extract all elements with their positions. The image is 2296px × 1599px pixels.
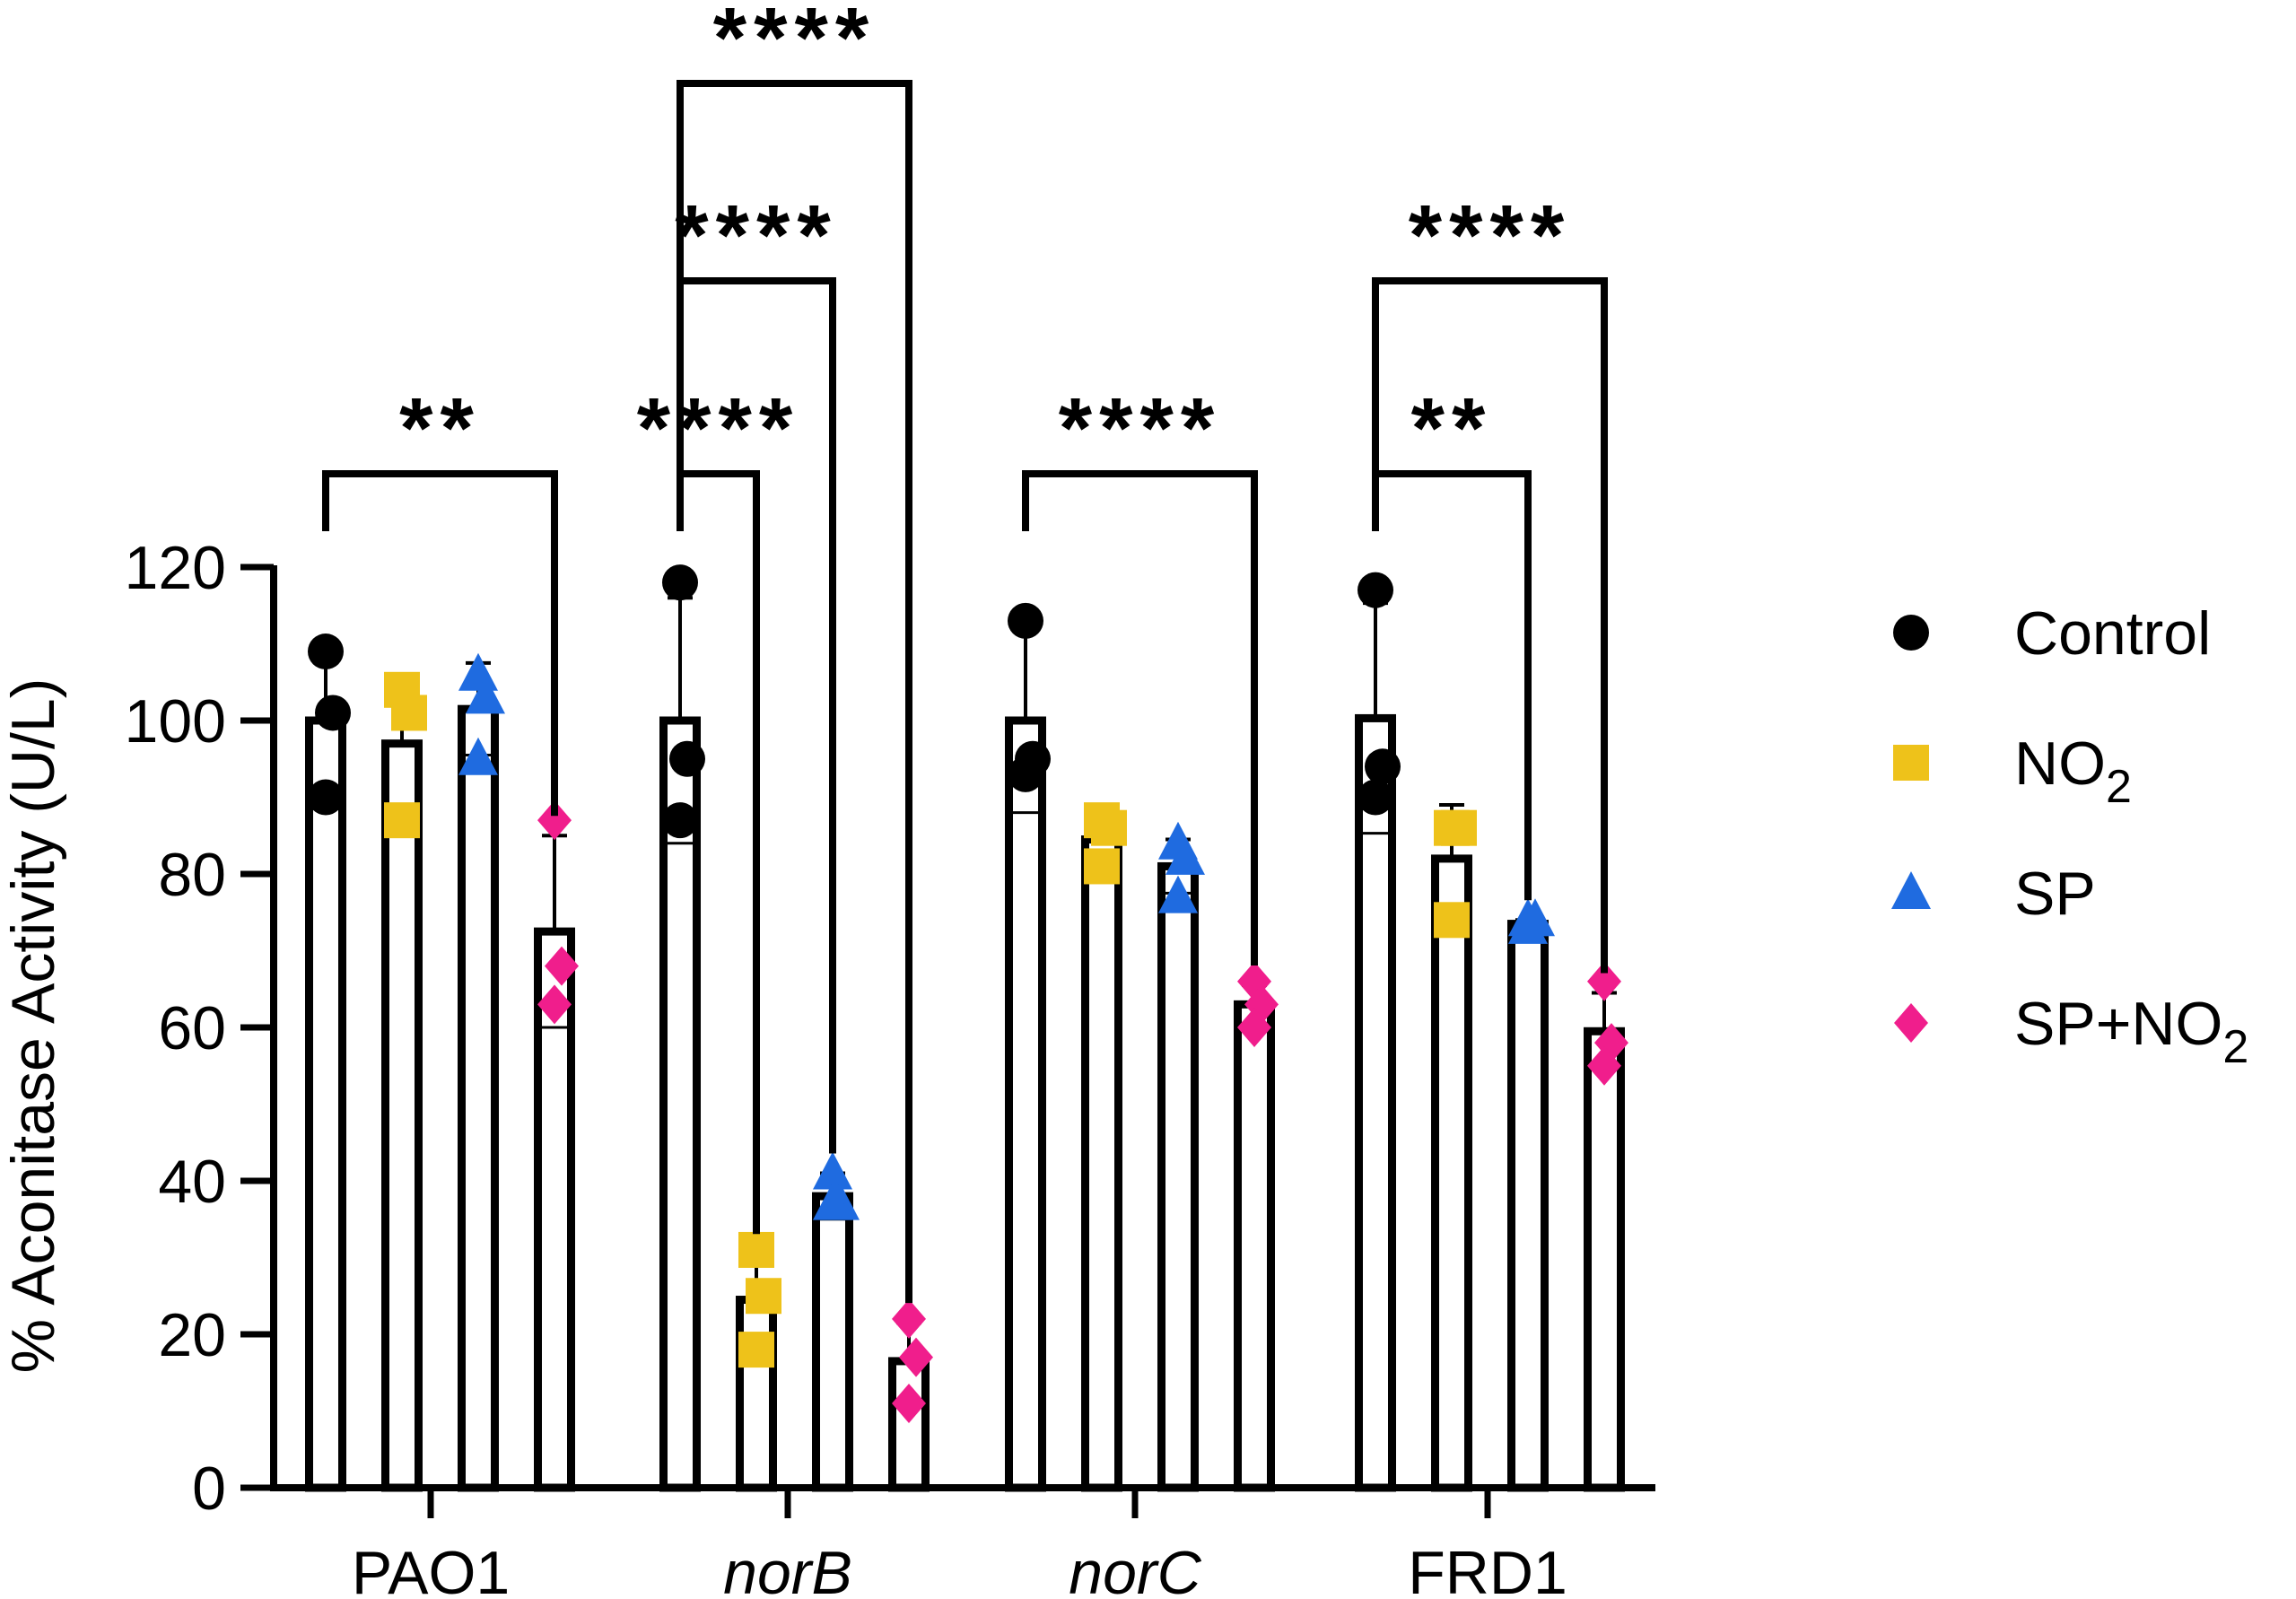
point-norC-SP-2 (1165, 836, 1205, 875)
bar-norB-NO2 (736, 1296, 777, 1492)
point-PAO1-SP+NO2-2 (545, 946, 579, 986)
point-norC-Control-3 (1008, 756, 1043, 792)
bar-FRD1-SP (1507, 920, 1549, 1492)
significance-label-FRD1-0-3: **** (1409, 188, 1571, 284)
point-norC-NO2-2 (1091, 809, 1127, 846)
y-tick-label-20: 20 (158, 1301, 226, 1369)
point-PAO1-Control-3 (308, 779, 344, 816)
x-tick-label-FRD1: FRD1 (1408, 1539, 1567, 1599)
point-norB-SP+NO2-1 (892, 1298, 926, 1339)
point-norC-SP+NO2-3 (1237, 1008, 1271, 1047)
legend-marker-SP+NO2 (1894, 1003, 1928, 1043)
point-norB-SP-1 (813, 1151, 852, 1190)
significance-layer: ** **************** ****** (322, 0, 1608, 1304)
significance-bracket-PAO1-0-3 (322, 470, 558, 817)
legend-marker-SP (1891, 871, 1931, 909)
point-PAO1-NO2-2 (391, 695, 427, 731)
point-FRD1-Control-2 (1365, 748, 1401, 785)
error-bars-layer (313, 596, 1617, 1402)
point-norC-SP-3 (1158, 875, 1198, 913)
bars-layer (305, 704, 1625, 1492)
y-tick-label-100: 100 (125, 687, 226, 756)
point-norC-NO2-3 (1084, 848, 1120, 885)
bar-norB-SP (812, 1192, 853, 1492)
y-ticks-layer: 0 20 40 60 80 100 120 (125, 534, 274, 1523)
bar-PAO1-NO2 (381, 739, 423, 1492)
y-tick-label-120: 120 (125, 534, 226, 602)
point-FRD1-SP+NO2-3 (1587, 1045, 1621, 1086)
y-tick-label-0: 0 (192, 1455, 226, 1523)
legend-marker-Control (1893, 615, 1929, 651)
point-norB-NO2-2 (746, 1278, 781, 1315)
point-norB-SP-3 (813, 1182, 852, 1220)
bar-norB-SP+NO2 (888, 1357, 930, 1492)
point-PAO1-SP-1 (458, 652, 498, 691)
bar-FRD1-SP+NO2 (1584, 1027, 1625, 1492)
point-FRD1-Control-3 (1358, 779, 1393, 816)
point-norB-NO2-1 (738, 1231, 774, 1268)
point-PAO1-SP-3 (458, 737, 498, 775)
point-FRD1-Control-1 (1358, 572, 1393, 608)
point-FRD1-SP+NO2-1 (1587, 961, 1621, 1001)
legend-label-Control: Control (2014, 599, 2211, 668)
point-FRD1-NO2-3 (1434, 902, 1470, 939)
point-FRD1-NO2-2 (1441, 809, 1477, 846)
point-PAO1-SP-2 (466, 676, 505, 714)
y-tick-label-60: 60 (158, 994, 226, 1062)
legend: Control NO2 SP SP+NO2 (1891, 599, 2248, 1073)
bar-norC-SP (1157, 861, 1199, 1492)
point-norC-Control-1 (1008, 602, 1043, 639)
data-points-layer (308, 564, 1628, 1423)
y-tick-label-40: 40 (158, 1148, 226, 1216)
point-norB-SP+NO2-2 (899, 1337, 933, 1377)
significance-label-norB-0-3: **** (713, 0, 876, 86)
bar-PAO1-SP (458, 704, 499, 1492)
point-norB-SP+NO2-3 (892, 1383, 926, 1423)
point-norB-Control-1 (662, 564, 698, 601)
bar-norC-Control (1005, 716, 1046, 1492)
point-PAO1-SP+NO2-3 (537, 984, 572, 1025)
x-tick-label-norB: norB (723, 1539, 852, 1599)
point-PAO1-Control-2 (315, 695, 351, 731)
x-ticks-layer: PAO1 norB norC FRD1 (352, 1488, 1567, 1599)
significance-label-norB-0-2: **** (675, 188, 837, 284)
legend-label-SP+NO2: SP+NO2 (2014, 990, 2248, 1073)
y-tick-label-80: 80 (158, 841, 226, 909)
point-norB-NO2-3 (738, 1332, 774, 1368)
legend-label-SP: SP (2014, 860, 2096, 928)
bar-FRD1-NO2 (1431, 854, 1472, 1492)
x-tick-label-norC: norC (1069, 1539, 1201, 1599)
point-PAO1-Control-1 (308, 633, 344, 670)
significance-label-FRD1-0-2: ** (1411, 380, 1493, 476)
point-norB-Control-2 (669, 740, 705, 777)
bar-norC-SP+NO2 (1234, 1000, 1275, 1492)
significance-bracket-norC-0-3 (1022, 470, 1258, 966)
significance-bracket-FRD1-0-3 (1372, 277, 1608, 974)
legend-label-NO2: NO2 (2014, 730, 2132, 813)
point-norB-Control-3 (662, 802, 698, 839)
point-PAO1-NO2-3 (384, 802, 420, 839)
y-axis-title: % Aconitase Activity (U/L) (0, 678, 67, 1374)
x-tick-label-PAO1: PAO1 (352, 1539, 510, 1599)
significance-label-PAO1-0-3: ** (399, 380, 481, 476)
bar-norC-NO2 (1081, 835, 1122, 1492)
bar-PAO1-Control (305, 716, 346, 1492)
significance-label-norB-0-1: **** (637, 380, 799, 476)
significance-bracket-norB-0-3 (677, 80, 912, 1304)
significance-label-norC-0-3: **** (1059, 380, 1221, 476)
point-FRD1-SP-3 (1508, 905, 1548, 944)
legend-marker-NO2 (1893, 745, 1929, 781)
point-PAO1-SP+NO2-1 (537, 800, 572, 841)
